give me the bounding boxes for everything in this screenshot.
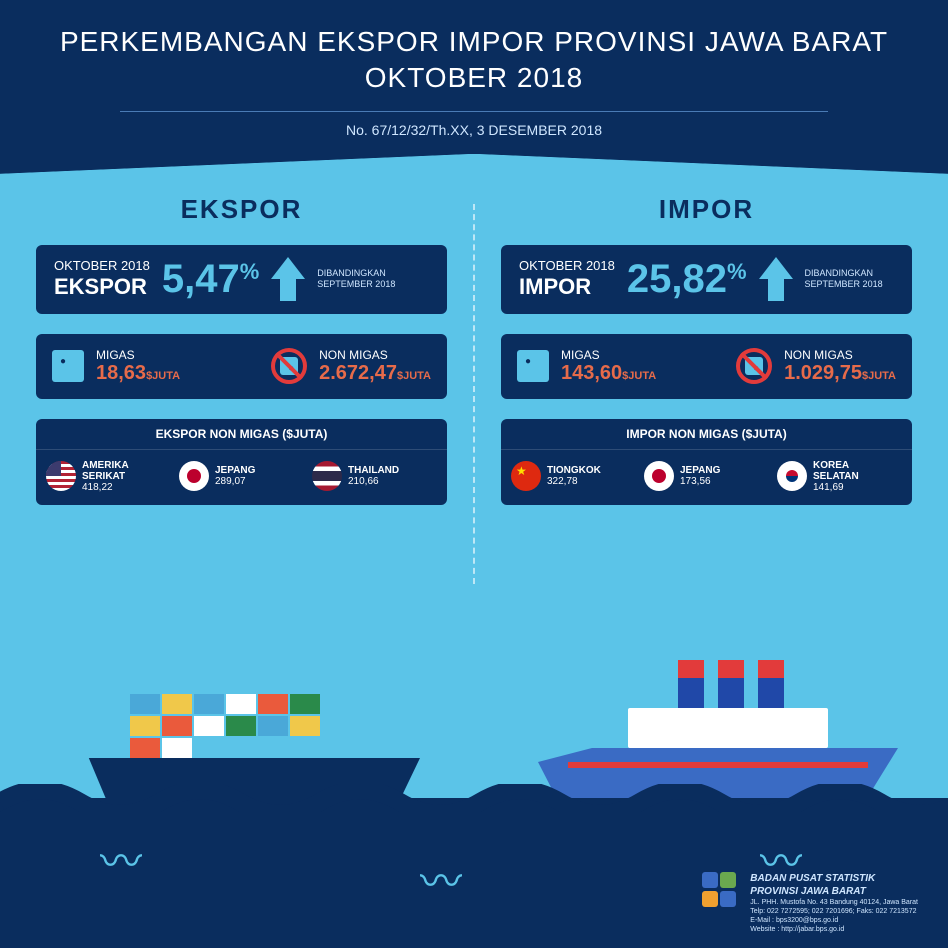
ekspor-migas-box: MIGAS 18,63$JUTA NON MIGAS 2.672,47$JUTA [36, 334, 447, 399]
country-item: JEPANG173,56 [644, 460, 769, 493]
impor-countries-list: TIONGKOK322,78JEPANG173,56KOREASELATAN14… [501, 450, 912, 493]
flag-us-icon [46, 461, 76, 491]
ekspor-migas: MIGAS 18,63$JUTA [96, 348, 259, 385]
title-line2: OKTOBER 2018 [365, 62, 583, 93]
country-item: TIONGKOK322,78 [511, 460, 636, 493]
header-divider [120, 111, 828, 112]
impor-countries-title: IMPOR NON MIGAS ($JUTA) [501, 419, 912, 450]
title-line1: PERKEMBANGAN EKSPOR IMPOR PROVINSI JAWA … [60, 26, 888, 57]
ekspor-compare: DIBANDINGKAN SEPTEMBER 2018 [317, 268, 395, 290]
flag-cn-icon [511, 461, 541, 491]
country-item: KOREASELATAN141,69 [777, 460, 902, 493]
ekspor-column: EKSPOR OKTOBER 2018 EKSPOR 5,47% DIBANDI… [36, 194, 447, 584]
container-icon [194, 694, 224, 714]
country-item: AMERIKASERIKAT418,22 [46, 460, 171, 493]
impor-label: IMPOR [519, 274, 615, 300]
wave-icon [0, 784, 948, 812]
ekspor-nonmigas: NON MIGAS 2.672,47$JUTA [319, 348, 431, 385]
ekspor-pct-value: 5,47% [162, 257, 259, 302]
impor-pct-number: 25,82 [627, 257, 727, 302]
wave-curl-icon: 〰 [100, 828, 142, 889]
infographic-page: PERKEMBANGAN EKSPOR IMPOR PROVINSI JAWA … [0, 0, 948, 948]
impor-column: IMPOR OKTOBER 2018 IMPOR 25,82% DIBANDIN… [501, 194, 912, 584]
container-icon [130, 694, 160, 714]
ekspor-countries-title: EKSPOR NON MIGAS ($JUTA) [36, 419, 447, 450]
country-item: THAILAND210,66 [312, 460, 437, 493]
container-stack [130, 688, 350, 758]
no-fuel-icon [271, 348, 307, 384]
header: PERKEMBANGAN EKSPOR IMPOR PROVINSI JAWA … [0, 0, 948, 154]
impor-countries-box: IMPOR NON MIGAS ($JUTA) TIONGKOK322,78JE… [501, 419, 912, 505]
impor-migas-box: MIGAS 143,60$JUTA NON MIGAS 1.029,75$JUT… [501, 334, 912, 399]
flag-jp-icon [179, 461, 209, 491]
impor-pct-label: OKTOBER 2018 IMPOR [519, 258, 615, 300]
columns: EKSPOR OKTOBER 2018 EKSPOR 5,47% DIBANDI… [0, 154, 948, 584]
ekspor-pct-box: OKTOBER 2018 EKSPOR 5,47% DIBANDINGKAN S… [36, 245, 447, 314]
ekspor-heading: EKSPOR [36, 194, 447, 225]
arrow-up-icon [759, 257, 793, 301]
flag-th-icon [312, 461, 342, 491]
container-icon [258, 716, 288, 736]
impor-nonmigas: NON MIGAS 1.029,75$JUTA [784, 348, 896, 385]
footer-text: BADAN PUSAT STATISTIK PROVINSI JAWA BARA… [750, 872, 918, 934]
footer: BADAN PUSAT STATISTIK PROVINSI JAWA BARA… [702, 872, 918, 934]
impor-pct-box: OKTOBER 2018 IMPOR 25,82% DIBANDINGKAN S… [501, 245, 912, 314]
impor-compare: DIBANDINGKAN SEPTEMBER 2018 [805, 268, 883, 290]
container-icon [290, 694, 320, 714]
container-icon [162, 694, 192, 714]
container-icon [226, 694, 256, 714]
bps-logo-icon [702, 872, 738, 908]
impor-migas: MIGAS 143,60$JUTA [561, 348, 724, 385]
container-icon [290, 716, 320, 736]
container-icon [162, 716, 192, 736]
ekspor-period: OKTOBER 2018 [54, 258, 150, 274]
country-item: JEPANG289,07 [179, 460, 304, 493]
impor-pct-value: 25,82% [627, 257, 747, 302]
ekspor-countries-list: AMERIKASERIKAT418,22JEPANG289,07THAILAND… [36, 450, 447, 493]
fuel-pump-icon [52, 350, 84, 382]
container-icon [130, 738, 160, 758]
container-icon [162, 738, 192, 758]
container-icon [258, 694, 288, 714]
flag-jp-icon [644, 461, 674, 491]
no-fuel-icon [736, 348, 772, 384]
ekspor-pct-number: 5,47 [162, 257, 240, 302]
flag-kr-icon [777, 461, 807, 491]
impor-heading: IMPOR [501, 194, 912, 225]
ekspor-countries-box: EKSPOR NON MIGAS ($JUTA) AMERIKASERIKAT4… [36, 419, 447, 505]
header-subtitle: No. 67/12/32/Th.XX, 3 DESEMBER 2018 [40, 122, 908, 138]
impor-period: OKTOBER 2018 [519, 258, 615, 274]
ekspor-pct-label: OKTOBER 2018 EKSPOR [54, 258, 150, 300]
container-icon [226, 716, 256, 736]
main-title: PERKEMBANGAN EKSPOR IMPOR PROVINSI JAWA … [40, 24, 908, 97]
container-icon [130, 716, 160, 736]
fuel-pump-icon [517, 350, 549, 382]
wave-curl-icon: 〰 [420, 848, 462, 909]
vertical-divider [473, 204, 475, 584]
arrow-up-icon [271, 257, 305, 301]
container-icon [194, 716, 224, 736]
ekspor-label: EKSPOR [54, 274, 150, 300]
